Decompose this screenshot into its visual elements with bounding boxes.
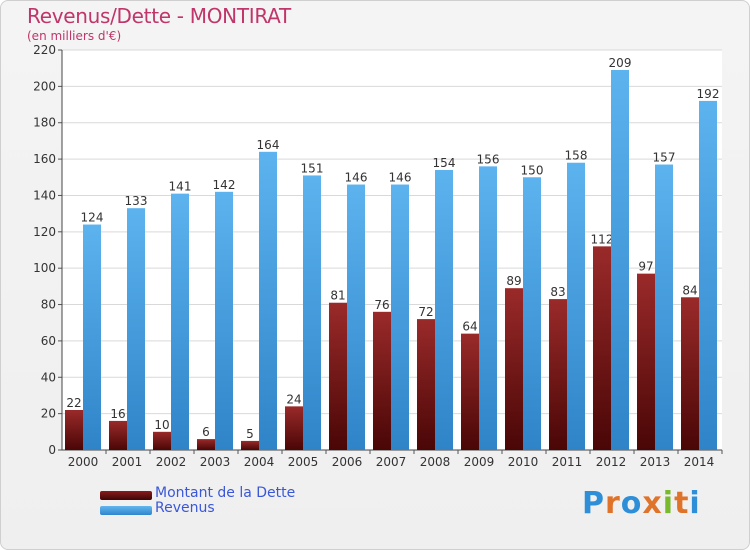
legend-swatch-debt bbox=[100, 491, 152, 500]
bar-debt bbox=[681, 297, 699, 450]
bar-debt bbox=[549, 299, 567, 450]
bar-revenue bbox=[259, 151, 277, 450]
x-tick-label: 2004 bbox=[244, 455, 275, 469]
legend-label-revenue: Revenus bbox=[155, 500, 215, 516]
bar-debt bbox=[593, 246, 611, 450]
chart-subtitle: (en milliers d'€) bbox=[27, 29, 122, 43]
proxiti-logo: Proxiti bbox=[582, 486, 701, 521]
bar-debt-label: 16 bbox=[110, 407, 125, 421]
bar-debt bbox=[505, 288, 523, 450]
bar-debt-label: 81 bbox=[330, 289, 345, 303]
y-tick-label: 120 bbox=[33, 225, 56, 239]
bar-revenue-label: 141 bbox=[169, 180, 192, 194]
bar-revenue bbox=[567, 162, 585, 450]
bar-debt-label: 76 bbox=[374, 298, 389, 312]
bar-revenue-label: 154 bbox=[433, 156, 456, 170]
bar-revenue-label: 124 bbox=[81, 211, 104, 225]
bar-revenue bbox=[347, 184, 365, 450]
bar-revenue-label: 192 bbox=[697, 87, 720, 101]
bar-debt bbox=[197, 439, 215, 450]
bar-debt-label: 112 bbox=[591, 232, 614, 246]
legend-swatch-revenue bbox=[100, 506, 152, 515]
bar-revenue-label: 146 bbox=[345, 171, 368, 185]
x-tick-label: 2001 bbox=[112, 455, 143, 469]
x-tick-label: 2011 bbox=[552, 455, 583, 469]
x-tick-label: 2009 bbox=[464, 455, 495, 469]
bar-revenue-label: 209 bbox=[609, 56, 632, 70]
bar-debt bbox=[417, 319, 435, 450]
x-tick-label: 2014 bbox=[684, 455, 715, 469]
x-tick-label: 2008 bbox=[420, 455, 451, 469]
y-tick-label: 220 bbox=[33, 43, 56, 57]
y-tick-label: 200 bbox=[33, 79, 56, 93]
y-tick-label: 100 bbox=[33, 261, 56, 275]
bar-revenue-label: 133 bbox=[125, 194, 148, 208]
x-tick-label: 2010 bbox=[508, 455, 539, 469]
bar-debt-label: 89 bbox=[506, 274, 521, 288]
bar-debt bbox=[65, 410, 83, 450]
y-tick-label: 80 bbox=[41, 298, 56, 312]
bar-debt bbox=[637, 273, 655, 450]
bar-revenue-label: 164 bbox=[257, 138, 280, 152]
bar-revenue-label: 142 bbox=[213, 178, 236, 192]
bar-revenue bbox=[611, 70, 629, 450]
bar-debt bbox=[109, 420, 127, 450]
bar-revenue-label: 156 bbox=[477, 152, 500, 166]
bar-debt-label: 97 bbox=[638, 260, 653, 274]
x-tick-label: 2013 bbox=[640, 455, 671, 469]
bar-debt-label: 83 bbox=[550, 285, 565, 299]
bar-revenue bbox=[171, 193, 189, 451]
bar-revenue bbox=[83, 224, 101, 450]
x-tick-label: 2003 bbox=[200, 455, 231, 469]
chart-title: Revenus/Dette - MONTIRAT bbox=[27, 4, 291, 28]
bar-debt-label: 10 bbox=[154, 418, 169, 432]
bar-debt-label: 6 bbox=[202, 425, 210, 439]
y-tick-label: 160 bbox=[33, 152, 56, 166]
bar-revenue bbox=[479, 166, 497, 450]
bar-debt-label: 64 bbox=[462, 320, 477, 334]
y-tick-label: 20 bbox=[41, 407, 56, 421]
y-tick-label: 60 bbox=[41, 334, 56, 348]
bar-revenue bbox=[215, 191, 233, 450]
bar-debt-label: 72 bbox=[418, 305, 433, 319]
bar-debt bbox=[329, 302, 347, 450]
bar-debt bbox=[285, 406, 303, 450]
bar-revenue bbox=[303, 175, 321, 451]
x-tick-label: 2007 bbox=[376, 455, 407, 469]
bar-revenue-label: 158 bbox=[565, 149, 588, 163]
y-tick-label: 180 bbox=[33, 116, 56, 130]
bar-revenue-label: 157 bbox=[653, 151, 676, 165]
bar-revenue bbox=[699, 100, 717, 450]
bar-revenue-label: 151 bbox=[301, 161, 324, 175]
y-tick-label: 40 bbox=[41, 370, 56, 384]
bar-debt bbox=[461, 333, 479, 450]
x-tick-label: 2002 bbox=[156, 455, 187, 469]
bar-debt bbox=[241, 440, 259, 450]
bar-debt-label: 84 bbox=[682, 283, 697, 297]
bar-debt-label: 24 bbox=[286, 392, 301, 406]
bar-revenue bbox=[435, 170, 453, 450]
bar-revenue bbox=[655, 164, 673, 450]
bar-debt-label: 5 bbox=[246, 427, 254, 441]
legend-label-debt: Montant de la Dette bbox=[155, 485, 296, 501]
bar-revenue-label: 146 bbox=[389, 171, 412, 185]
x-tick-label: 2005 bbox=[288, 455, 319, 469]
y-tick-label: 140 bbox=[33, 188, 56, 202]
bar-revenue-label: 150 bbox=[521, 163, 544, 177]
bar-revenue bbox=[523, 177, 541, 451]
bar-revenue bbox=[391, 184, 409, 450]
bar-debt bbox=[373, 311, 391, 450]
bar-revenue bbox=[127, 208, 145, 450]
bar-debt-label: 22 bbox=[66, 396, 81, 410]
y-tick-label: 0 bbox=[48, 443, 56, 457]
x-tick-label: 2012 bbox=[596, 455, 627, 469]
bar-debt bbox=[153, 431, 171, 450]
x-tick-label: 2000 bbox=[68, 455, 99, 469]
x-tick-label: 2006 bbox=[332, 455, 363, 469]
